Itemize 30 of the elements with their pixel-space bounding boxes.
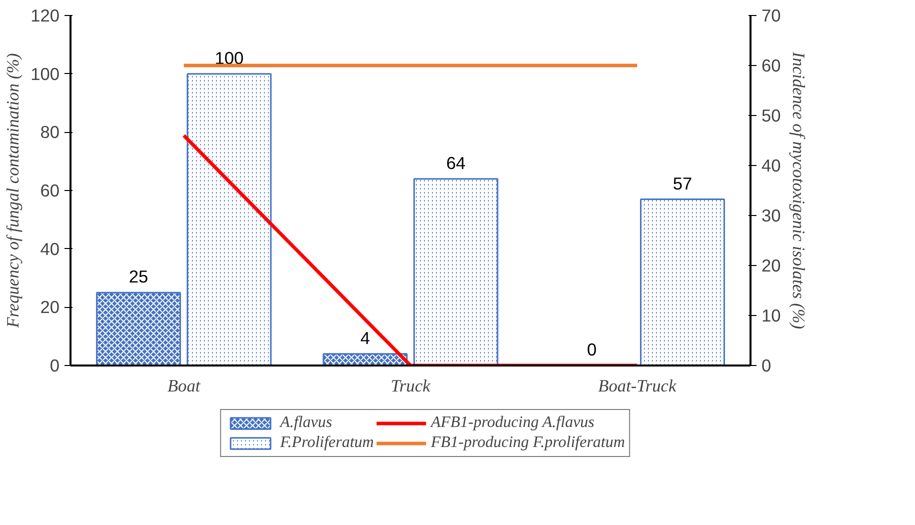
y-tick-label: 20 xyxy=(40,297,60,318)
y-tick-label: 60 xyxy=(40,180,60,200)
y-tick-label: 0 xyxy=(50,356,60,376)
y-tick-label: 80 xyxy=(40,122,60,142)
y-tick-label: 120 xyxy=(30,6,60,26)
y2-tick-label: 60 xyxy=(762,56,781,76)
y2-axis-title: Incidence of mycotoxigenic isolates (%) xyxy=(788,50,808,330)
y2-tick-label: 20 xyxy=(762,256,781,276)
y-axis-title: Frequency of fungal contamination (%) xyxy=(4,52,23,329)
y2-tick-label: 70 xyxy=(762,6,781,26)
y2-tick-label: 50 xyxy=(762,106,781,126)
legend-label: A.flavus xyxy=(280,414,332,432)
y-tick-label: 40 xyxy=(40,238,60,259)
x-tick-label: Truck xyxy=(390,376,431,396)
x-tick-label: Boat-Truck xyxy=(598,376,676,396)
legend-label: FB1-producing F.proliferatum xyxy=(430,434,625,452)
data-label: 64 xyxy=(446,152,466,173)
legend-label: AFB1-producing A.flavus xyxy=(430,414,594,432)
data-label: 25 xyxy=(128,266,148,287)
data-label: 4 xyxy=(360,328,370,348)
y-tick-label: 100 xyxy=(30,64,60,84)
y2-tick-label: 40 xyxy=(762,156,781,176)
data-label: 100 xyxy=(214,48,244,68)
y2-tick-label: 10 xyxy=(762,306,781,326)
x-tick-label: Boat xyxy=(167,376,202,396)
data-label: 0 xyxy=(587,340,597,360)
y2-tick-label: 30 xyxy=(762,206,781,226)
data-label: 57 xyxy=(672,173,692,194)
legend-label: F.Proliferatum xyxy=(280,434,374,452)
y2-tick-label: 0 xyxy=(762,356,772,376)
